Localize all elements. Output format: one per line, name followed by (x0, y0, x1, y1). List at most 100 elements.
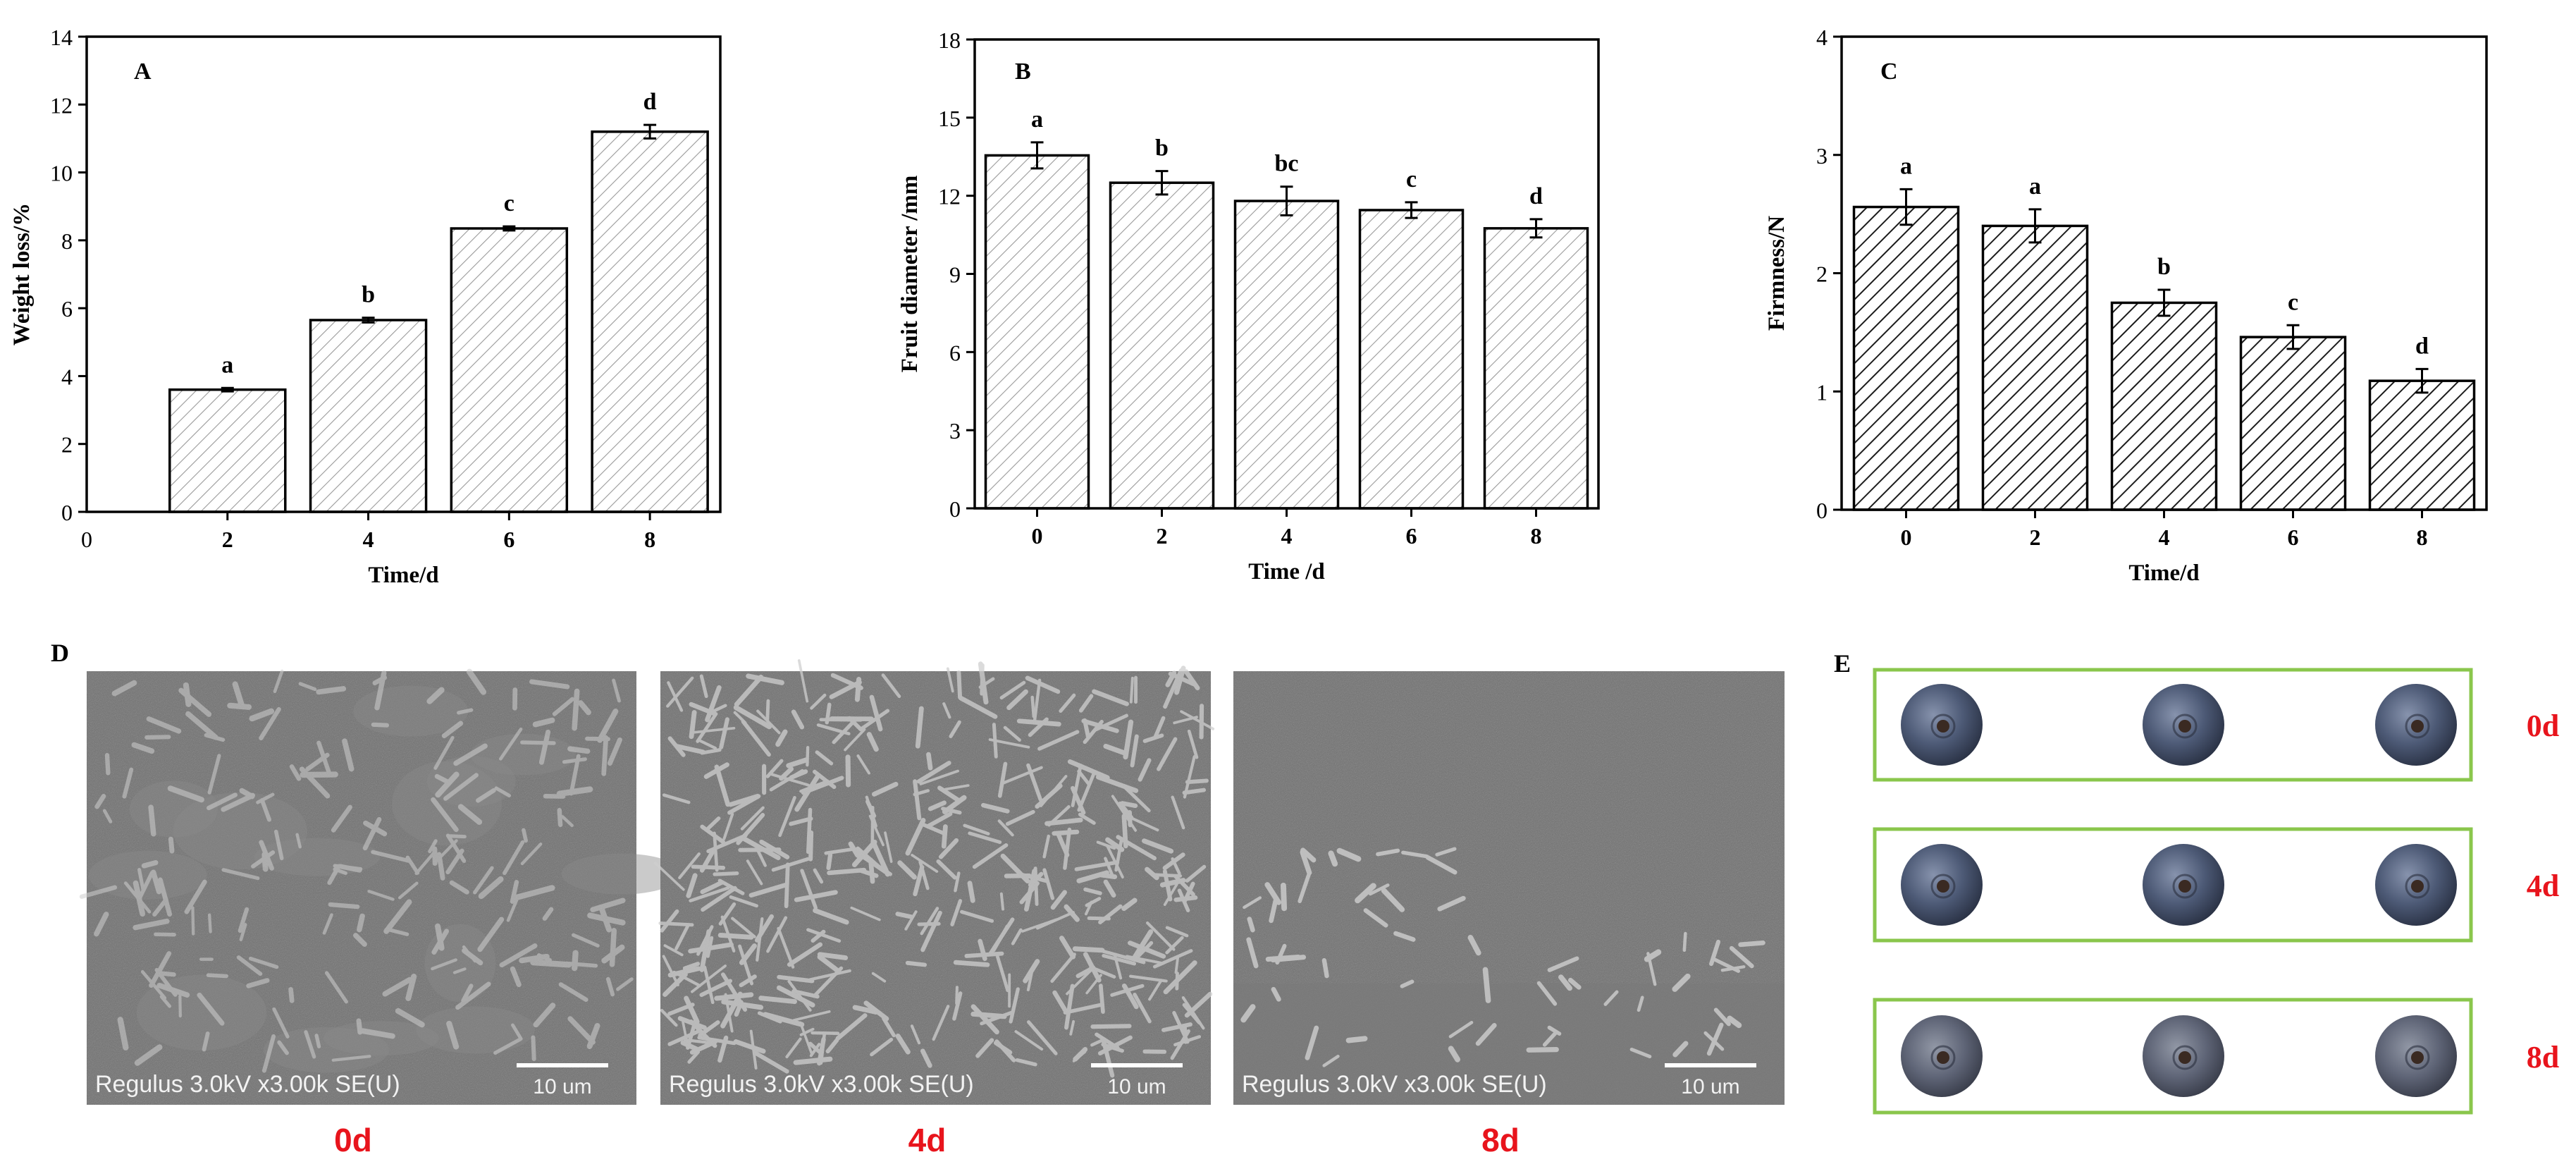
blueberry-calyx (2411, 880, 2424, 893)
blueberry-calyx-ring (1930, 874, 1956, 899)
crystal (431, 797, 459, 833)
significance-letter: d (643, 89, 657, 115)
crystal (791, 989, 820, 999)
crystal (963, 823, 990, 835)
crystal (1185, 864, 1207, 883)
sem-image-8d: Regulus 3.0kV x3.00k SE(U) 10 um (1233, 671, 1785, 1105)
crystal (700, 880, 724, 895)
crystal (980, 802, 1010, 814)
crystal (569, 754, 581, 796)
sem-image-4d: Regulus 3.0kV x3.00k SE(U) 10 um (653, 659, 1215, 1105)
blueberry-calyx-ring (2172, 713, 2198, 739)
crystal (453, 743, 488, 766)
crystal (1059, 693, 1076, 713)
y-tick-label: 18 (938, 27, 961, 53)
crystal (826, 852, 833, 871)
scale-bar-label: 10 um (1107, 1075, 1166, 1098)
crystal (970, 1004, 999, 1035)
crystal (1078, 694, 1094, 713)
bar-8 (1483, 227, 1589, 510)
crystal (1275, 943, 1287, 965)
crystal (1000, 853, 1030, 884)
crystal (944, 784, 970, 791)
crystal (956, 670, 963, 700)
crystal (510, 966, 522, 988)
crystal (859, 709, 890, 731)
crystal (1071, 764, 1083, 807)
crystal (1682, 931, 1687, 953)
crystal (1084, 900, 1093, 916)
crystal (476, 788, 496, 803)
blueberry-calyx (1937, 720, 1949, 733)
crystals (79, 668, 634, 1073)
crystal (1142, 838, 1174, 854)
crystal (191, 906, 195, 936)
crystal (1064, 904, 1080, 922)
crystal (316, 686, 347, 695)
panel-label: D (51, 639, 69, 667)
crystal (448, 834, 467, 839)
crystal (1030, 695, 1036, 718)
crystal (1713, 1007, 1731, 1027)
crystal (149, 951, 172, 988)
crystal (131, 742, 155, 754)
crystal (688, 942, 734, 954)
crystal (207, 754, 221, 795)
crystal (792, 1010, 831, 1022)
crystal (806, 746, 810, 767)
crystal (1172, 1010, 1190, 1044)
blueberry-calyx (1937, 1051, 1949, 1064)
crystal (997, 761, 1008, 798)
crystal (865, 795, 877, 828)
crystal (920, 907, 939, 936)
y-tick-label: 4 (61, 364, 73, 389)
crystal (916, 761, 951, 784)
sem-image-0d: Regulus 3.0kV x3.00k SE(U) 10 um (79, 668, 682, 1105)
crystal (273, 829, 284, 861)
x-tick-label: 2 (2030, 525, 2041, 550)
sem-info: Regulus 3.0kV x3.00k SE(U) (1242, 1071, 1547, 1098)
crystal (1672, 1041, 1689, 1058)
crystal (1558, 974, 1572, 991)
crystal (428, 839, 438, 854)
crystal (713, 831, 719, 872)
crystal (1042, 834, 1051, 859)
blueberry-calyx-ring (2405, 713, 2430, 739)
significance-letter: a (1900, 153, 1912, 179)
blueberry-calyx-ring (1930, 713, 1956, 739)
crystal (259, 798, 271, 822)
crystal (1052, 829, 1080, 836)
crystal (714, 992, 754, 1001)
crystal (1482, 967, 1491, 1003)
crystal (1182, 788, 1207, 795)
crystal (699, 847, 717, 873)
crystal (1240, 1004, 1256, 1023)
crystal (1448, 1046, 1460, 1062)
crystal (733, 704, 772, 730)
crystal (847, 716, 863, 732)
crystal (925, 811, 953, 829)
bar-0 (1852, 205, 1960, 511)
crystal (298, 682, 317, 692)
crystal (522, 828, 528, 843)
crystal (811, 1031, 840, 1035)
crystal (322, 913, 333, 935)
x-tick-label: 6 (2288, 525, 2299, 550)
sem-caption: 8d (1481, 1122, 1520, 1158)
crystal (741, 719, 771, 757)
blueberry-calyx (2178, 880, 2191, 893)
crystal (601, 944, 625, 964)
crystal (510, 880, 519, 904)
crystal (443, 773, 479, 801)
crystal (1067, 759, 1110, 780)
x-tick-label: 2 (1157, 523, 1168, 549)
crystal (662, 793, 691, 804)
bar-8 (591, 130, 709, 513)
crystal (1369, 883, 1390, 896)
crystal (159, 995, 172, 1008)
wax-patch (416, 1006, 536, 1054)
y-tick-label: 6 (61, 296, 73, 321)
crystal (806, 928, 842, 943)
crystal (777, 926, 795, 969)
crystal (1027, 1020, 1058, 1055)
